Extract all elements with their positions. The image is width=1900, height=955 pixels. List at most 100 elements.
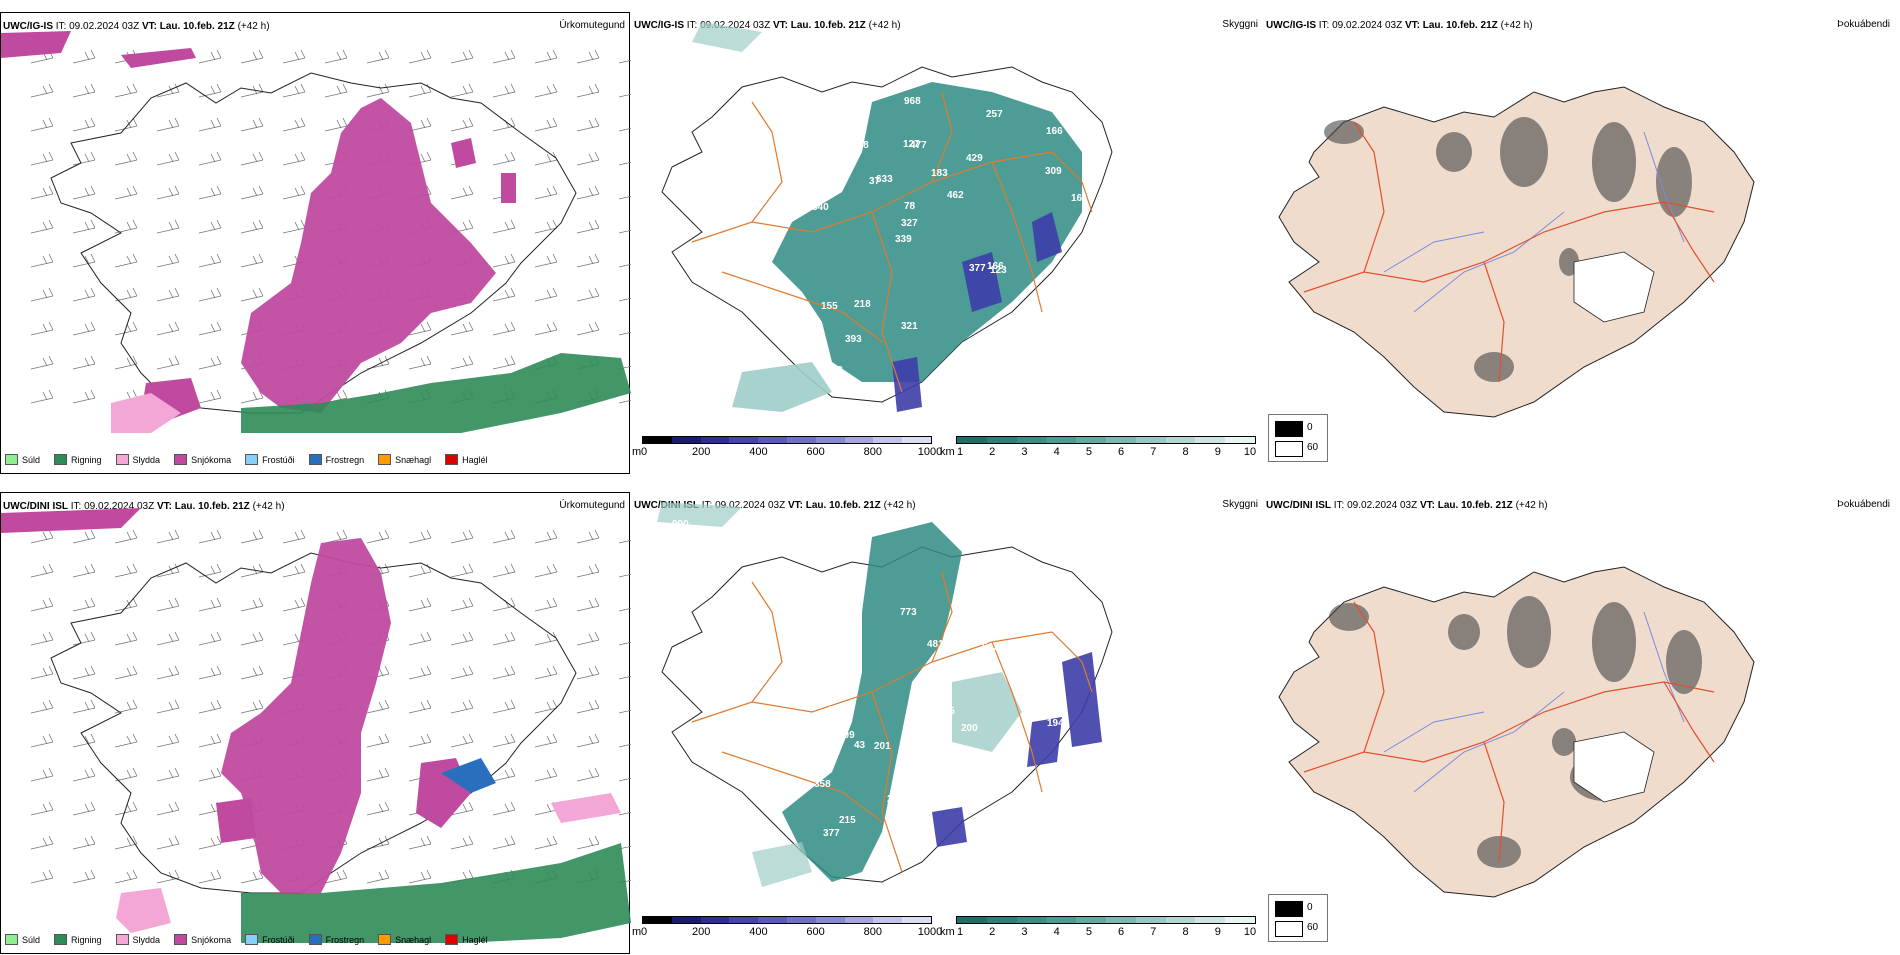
colorbar-segment (1046, 437, 1077, 443)
visibility-value-label: 309 (1045, 166, 1062, 177)
wind-barb (30, 389, 54, 404)
colorbar-segment (1165, 437, 1196, 443)
iceland-outline (50, 72, 577, 414)
wind-barb (534, 151, 558, 166)
colorbar-segment (902, 917, 931, 923)
wind-barb (282, 563, 306, 578)
wind-barb (156, 835, 180, 850)
height-colorbar-row1: m 0 200 400 600 800 1000 (632, 436, 942, 464)
wind-barb (156, 529, 180, 544)
colorbar-segment (1076, 437, 1106, 443)
wind-barb (450, 49, 474, 64)
wind-barb (534, 83, 558, 98)
visibility-value-label: 166 (987, 261, 1004, 272)
wind-barb (576, 151, 600, 166)
wind-barb (240, 665, 264, 680)
visibility-value-label: 64 (828, 705, 840, 716)
colorbar-segment (873, 917, 903, 923)
rain-area (241, 353, 631, 433)
legend-label: Snæhagl (395, 454, 432, 465)
visibility-values: 990 264 299 233 397 219 213 215 201 281 481 543 347 2… (672, 519, 1088, 870)
wind-barb (114, 117, 138, 132)
legend-item: Haglél (445, 934, 488, 945)
wind-barb (240, 869, 264, 884)
wind-barb (156, 699, 180, 714)
wind-barb (534, 287, 558, 302)
wind-barb (198, 287, 222, 302)
wind-barb (240, 287, 264, 302)
wind-barb (450, 563, 474, 578)
wind-barb (72, 597, 96, 612)
wind-barb (198, 321, 222, 336)
wind-barb (282, 219, 306, 234)
wind-barb (72, 83, 96, 98)
legend-item: Súld (5, 934, 40, 945)
wind-barb (30, 767, 54, 782)
visibility-colorbar-row1: km 1 2 3 4 5 6 7 8 9 10 (940, 436, 1262, 464)
legend-swatch (5, 934, 18, 945)
colorbar-segment (1016, 917, 1047, 923)
precip-map-row2 (1, 508, 631, 943)
visibility-value-label: 183 (931, 168, 948, 179)
wind-barb (30, 563, 54, 578)
wind-barb (618, 600, 631, 612)
wind-barb (72, 117, 96, 132)
legend-swatch (174, 454, 188, 465)
height-colorbar-row2: m 0 200 400 600 800 1000 (632, 916, 942, 944)
wind-barb (618, 324, 631, 336)
wind-barb (618, 290, 631, 302)
wind-barb (114, 835, 138, 850)
wind-barb (156, 801, 180, 816)
wind-barb (240, 529, 264, 544)
wind-barb (72, 699, 96, 714)
wind-barb (492, 219, 516, 234)
wind-barb (114, 733, 138, 748)
colorbar-segment (786, 917, 816, 923)
colorbar-tick: 9 (1214, 926, 1221, 938)
wind-barb (534, 49, 558, 64)
wind-barb (366, 767, 390, 782)
visibility-value-label: 215 (839, 815, 856, 826)
wind-barb (366, 733, 390, 748)
legend-item: Frostregn (308, 934, 364, 945)
legend-item: Frostúði (245, 934, 295, 945)
wind-barb (114, 801, 138, 816)
wind-barb (450, 801, 474, 816)
wind-barb (618, 770, 631, 782)
wind-barb (198, 117, 222, 132)
wind-barb (492, 287, 516, 302)
visibility-panel-row2: UWC/DINI ISL IT: 09.02.2024 03Z VT: Lau.… (632, 492, 1262, 954)
wind-barb (534, 699, 558, 714)
colorbar-segment (1195, 437, 1226, 443)
wind-barb (450, 83, 474, 98)
legend-item: Súld (5, 454, 40, 465)
colorbar-segment (1135, 917, 1166, 923)
wind-barb (156, 83, 180, 98)
wind-barb (240, 699, 264, 714)
legend-label: Frostúði (262, 934, 295, 945)
wind-barb (240, 117, 264, 132)
visibility-value-label: 166 (1046, 126, 1063, 137)
wind-barb (576, 321, 600, 336)
visibility-value-label: 194 (1047, 718, 1064, 729)
visibility-value-label: 481 (927, 639, 944, 650)
colorbar-tick: 2 (989, 446, 996, 458)
wind-barb (198, 389, 222, 404)
wind-barb (30, 321, 54, 336)
wind-barb (618, 154, 631, 166)
wind-barb (114, 151, 138, 166)
wind-barb (576, 253, 600, 268)
height-unit: m (632, 926, 642, 938)
wind-barb (30, 287, 54, 302)
visibility-value-label: 257 (986, 109, 1003, 120)
colorbar-tick: 200 (692, 926, 711, 938)
precip-panel-row1: UWC/IG-IS IT: 09.02.2024 03Z VT: Lau. 10… (0, 12, 631, 474)
wind-barb (282, 117, 306, 132)
wind-barb (366, 835, 390, 850)
wind-barb (30, 529, 54, 544)
wind-barb (618, 634, 631, 646)
wind-barb (450, 529, 474, 544)
wind-barb (240, 631, 264, 646)
wind-barb (534, 665, 558, 680)
colorbar-tick: 400 (749, 926, 768, 938)
